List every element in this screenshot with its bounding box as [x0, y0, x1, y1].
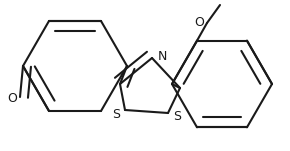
Text: N: N: [157, 50, 167, 63]
Text: S: S: [173, 111, 181, 124]
Text: S: S: [112, 108, 120, 120]
Text: O: O: [7, 92, 17, 104]
Text: O: O: [194, 16, 204, 29]
